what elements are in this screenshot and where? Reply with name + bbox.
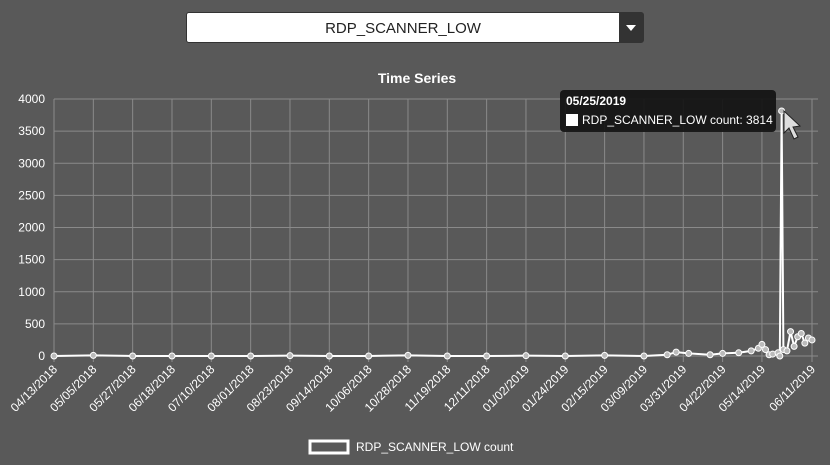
data-point (776, 352, 784, 360)
data-point (797, 330, 805, 338)
data-point (783, 347, 791, 355)
data-point (758, 340, 766, 348)
data-point (286, 352, 294, 360)
data-point (483, 352, 491, 360)
data-point (706, 351, 714, 359)
data-point (787, 328, 795, 336)
series-line (53, 110, 813, 360)
x-tick-label: 06/11/2019 (766, 362, 818, 414)
legend-swatch (308, 439, 350, 455)
data-point (50, 352, 58, 360)
data-point (404, 351, 412, 359)
data-point (561, 352, 569, 360)
data-point (808, 336, 816, 344)
data-point (762, 346, 770, 354)
y-tick-label: 1000 (18, 285, 45, 299)
data-point (601, 351, 609, 359)
y-tick-label: 2500 (18, 188, 45, 202)
data-point (790, 342, 798, 350)
data-point (207, 352, 215, 360)
y-tick-label: 3500 (18, 124, 45, 138)
data-point (747, 347, 755, 355)
data-point (522, 352, 530, 360)
tooltip-swatch (566, 114, 578, 126)
y-tick-label: 500 (25, 317, 45, 331)
data-point (443, 352, 451, 360)
data-point (89, 351, 97, 359)
y-tick-label: 0 (38, 349, 45, 363)
tooltip-box (560, 90, 776, 132)
tooltip-text: RDP_SCANNER_LOW count: 3814 (582, 113, 773, 127)
data-point (325, 352, 333, 360)
dropdown[interactable]: RDP_SCANNER_LOW (186, 12, 644, 43)
data-point (129, 352, 137, 360)
tooltip-title: 05/25/2019 (566, 94, 626, 108)
dropdown-button[interactable] (619, 13, 643, 42)
y-tick-label: 4000 (18, 92, 45, 106)
y-tick-label: 1500 (18, 253, 45, 267)
data-point (719, 349, 727, 357)
data-point (168, 352, 176, 360)
tooltip: 05/25/2019 RDP_SCANNER_LOW count: 3814 (560, 90, 776, 132)
y-tick-label: 2000 (18, 221, 45, 235)
data-point (735, 349, 743, 357)
data-point (672, 348, 680, 356)
data-point (247, 352, 255, 360)
cursor (783, 109, 802, 140)
legend-label: RDP_SCANNER_LOW count (356, 440, 514, 454)
dropdown-value: RDP_SCANNER_LOW (325, 20, 481, 37)
data-point (685, 349, 693, 357)
y-tick-label: 3000 (18, 156, 45, 170)
data-point (801, 339, 809, 347)
data-point (663, 351, 671, 359)
data-point (365, 352, 373, 360)
chart-title: Time Series (378, 70, 457, 86)
data-point (640, 352, 648, 360)
